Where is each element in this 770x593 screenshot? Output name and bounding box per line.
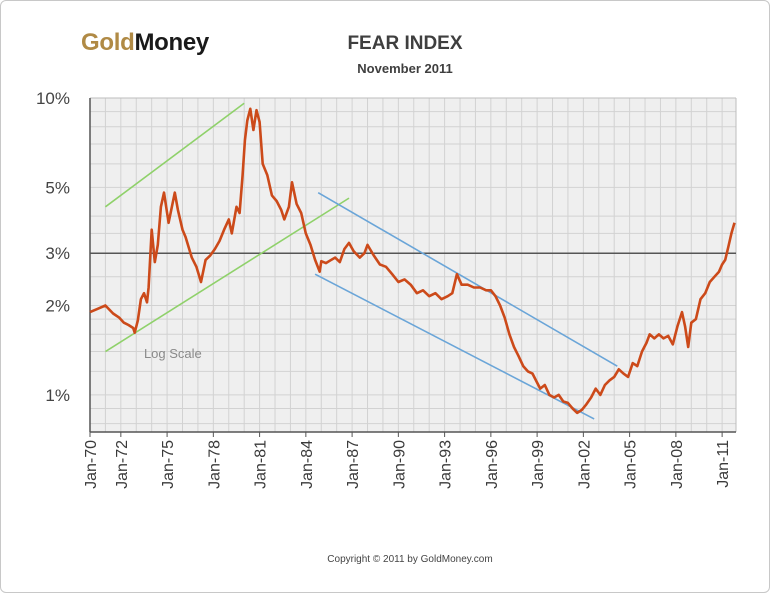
copyright-text: Copyright © 2011 by GoldMoney.com [327, 554, 493, 565]
goldmoney-logo: GoldMoney [81, 29, 209, 57]
x-tick-label: Jan-93 [438, 440, 455, 489]
chart-subtitle: November 2011 [357, 61, 453, 76]
x-tick-label: Jan-11 [715, 440, 732, 488]
x-tick-label: Jan-81 [253, 440, 270, 489]
x-tick-label: Jan-87 [345, 440, 362, 489]
y-tick-label: 10% [36, 89, 70, 108]
trendline-green-lower [104, 197, 350, 353]
x-tick-label: Jan-84 [299, 440, 316, 489]
x-tick-label: Jan-70 [83, 440, 100, 489]
log-scale-annotation: Log Scale [144, 346, 202, 361]
series-line-fear-index [89, 107, 736, 415]
chart-title: FEAR INDEX [347, 33, 463, 54]
x-tick-label: Jan-08 [669, 440, 686, 489]
trendline-green-upper [104, 102, 245, 208]
x-tick-label: Jan-96 [484, 440, 501, 489]
y-tick-label: 5% [45, 178, 70, 197]
y-tick-label: 3% [45, 244, 70, 263]
x-tick-label: Jan-02 [576, 440, 593, 489]
plot-area [90, 98, 736, 432]
x-tick-label: Jan-99 [530, 440, 547, 489]
x-tick-label: Jan-05 [623, 440, 640, 489]
y-tick-label: 1% [45, 386, 70, 405]
trendline-blue-upper [317, 191, 618, 367]
logo-money-text: Money [134, 29, 209, 56]
x-tick-label: Jan-90 [391, 440, 408, 489]
trendline-blue-lower [314, 273, 595, 420]
x-tick-label: Jan-75 [160, 440, 177, 489]
x-tick-label: Jan-78 [206, 440, 223, 489]
logo-gold-text: Gold [81, 29, 135, 56]
y-tick-label: 2% [45, 297, 70, 316]
x-tick-label: Jan-72 [114, 440, 131, 489]
